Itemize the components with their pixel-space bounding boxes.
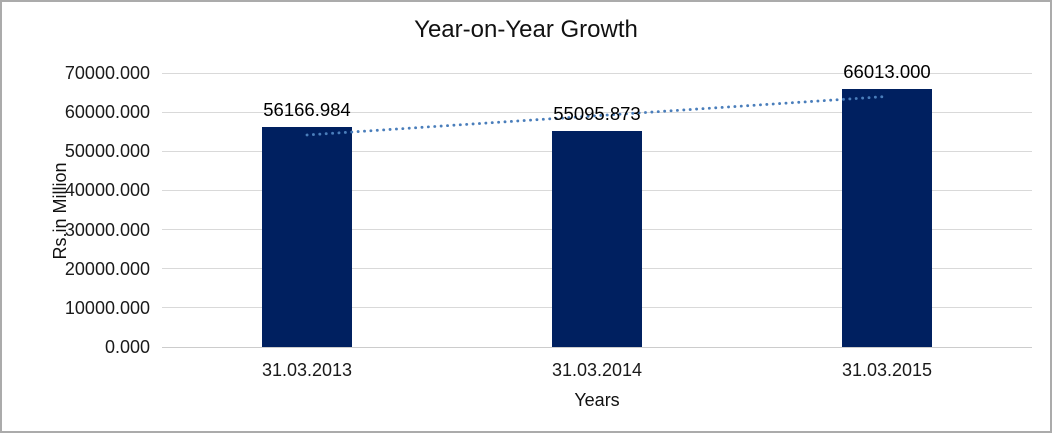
- chart-title: Year-on-Year Growth: [414, 16, 638, 43]
- x-tick-label: 31.03.2015: [841, 360, 933, 380]
- y-tick-label: 30000.000: [64, 219, 150, 240]
- y-tick-label: 60000.000: [64, 102, 150, 123]
- y-tick-label: 50000.000: [64, 141, 150, 162]
- bar-31.03.2013: [262, 127, 352, 347]
- y-tick-label: 40000.000: [64, 180, 150, 201]
- data-label: 66013.000: [843, 60, 931, 82]
- x-axis-line: [162, 346, 1032, 348]
- y-tick-label: 70000.000: [64, 63, 150, 83]
- x-axis-title: Years: [574, 390, 620, 410]
- gridline: [162, 72, 1032, 74]
- data-label: 55095.873: [553, 103, 641, 125]
- bar-31.03.2014: [552, 131, 642, 347]
- data-label: 56166.984: [263, 99, 351, 121]
- y-tick-label: 0.000: [104, 337, 150, 357]
- x-tick-label: 31.03.2013: [261, 360, 353, 380]
- y-tick-label: 20000.000: [64, 258, 150, 279]
- y-tick-label: 10000.000: [64, 297, 150, 318]
- x-tick-label: 31.03.2014: [551, 360, 643, 380]
- bar-31.03.2015: [842, 88, 932, 347]
